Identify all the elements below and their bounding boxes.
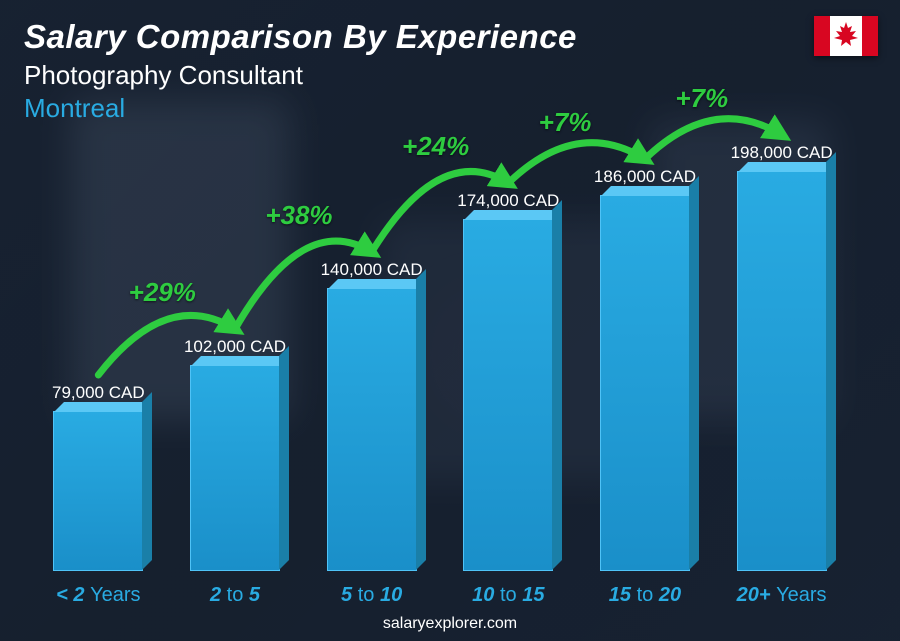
bar-value-label: 174,000 CAD — [457, 191, 559, 211]
increase-pct-label: +24% — [402, 131, 469, 162]
bar-group: 102,000 CAD — [170, 337, 300, 571]
bar-group: 174,000 CAD — [443, 191, 573, 571]
increase-pct-label: +38% — [265, 200, 332, 231]
bar — [190, 365, 280, 571]
bar-value-label: 102,000 CAD — [184, 337, 286, 357]
increase-pct-label: +29% — [129, 277, 196, 308]
bar-value-label: 198,000 CAD — [731, 143, 833, 163]
bar-value-label: 140,000 CAD — [321, 260, 423, 280]
bar-group: 79,000 CAD — [33, 383, 163, 571]
x-axis: < 2 Years 2 to 5 5 to 10 10 to 15 15 to 20 20… — [30, 584, 850, 607]
bar — [53, 411, 143, 571]
bar — [327, 288, 417, 571]
increase-pct-label: +7% — [539, 107, 592, 138]
increase-pct-label: +7% — [675, 83, 728, 114]
x-axis-label: 5 to 10 — [307, 584, 437, 607]
x-axis-label: 15 to 20 — [580, 584, 710, 607]
bar-group: 186,000 CAD — [580, 167, 710, 571]
header: Salary Comparison By Experience Photogra… — [24, 18, 577, 124]
bar — [600, 195, 690, 571]
bar-value-label: 186,000 CAD — [594, 167, 696, 187]
chart-subtitle: Photography Consultant — [24, 60, 577, 91]
bar-group: 140,000 CAD — [307, 260, 437, 571]
bar-group: 198,000 CAD — [717, 143, 847, 571]
x-axis-label: 2 to 5 — [170, 584, 300, 607]
footer-attribution: salaryexplorer.com — [0, 615, 900, 633]
chart-title: Salary Comparison By Experience — [24, 18, 577, 56]
x-axis-label: < 2 Years — [33, 584, 163, 607]
x-axis-label: 20+ Years — [717, 584, 847, 607]
x-axis-label: 10 to 15 — [443, 584, 573, 607]
bar-chart: 79,000 CAD 102,000 CAD 140,000 CAD 174,000 … — [30, 131, 850, 571]
bar — [463, 219, 553, 571]
chart-location: Montreal — [24, 93, 577, 124]
bar-value-label: 79,000 CAD — [52, 383, 145, 403]
bar — [737, 171, 827, 571]
flag-icon — [814, 16, 878, 56]
